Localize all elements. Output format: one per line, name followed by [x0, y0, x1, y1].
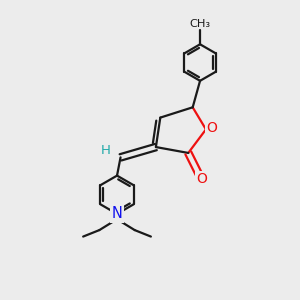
Text: CH₃: CH₃: [190, 19, 211, 29]
Text: H: H: [101, 144, 111, 158]
Text: N: N: [112, 206, 122, 221]
Text: O: O: [206, 121, 217, 135]
Text: O: O: [196, 172, 207, 186]
